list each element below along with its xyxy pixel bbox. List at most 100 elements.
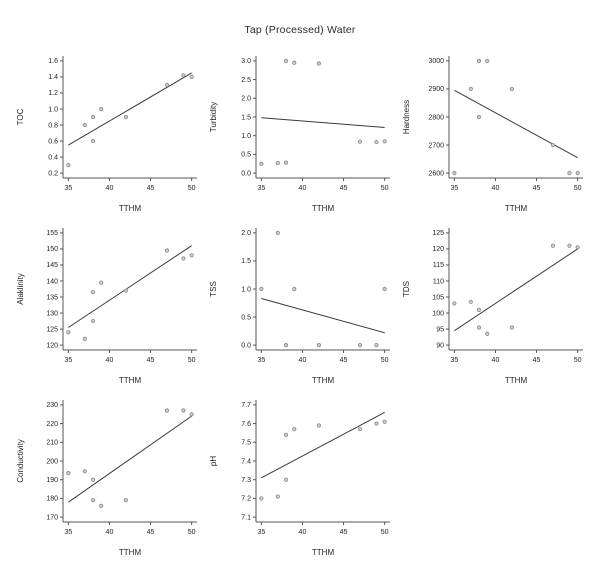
x-tick-label: 50 [187, 357, 195, 364]
y-tick-label: 155 [46, 230, 58, 237]
data-point [258, 161, 263, 166]
y-tick-label: 7.3 [241, 477, 251, 484]
y-tick-label: 230 [46, 402, 58, 409]
chart-tds: 35 40 45 50 90 95 100 105 110 115 120 125 TTHM TDS [402, 228, 583, 385]
data-point [484, 331, 489, 336]
x-tick-label: 50 [187, 185, 195, 192]
y-tick-label: 125 [46, 326, 58, 333]
data-point [82, 469, 87, 474]
trend-line [260, 411, 385, 479]
y-axis-label: pH [209, 456, 218, 466]
subplot-hardness: 35 40 45 50 2600 2700 2800 2900 3000 TTHM Hardness [397, 44, 590, 216]
data-point [189, 74, 194, 80]
data-point [98, 280, 103, 285]
data-point [566, 171, 572, 176]
y-tick-label: 3.0 [241, 58, 251, 65]
trend-line [453, 89, 578, 159]
y-tick-label: 1.6 [48, 58, 58, 65]
data-point [476, 114, 481, 120]
data-point [90, 290, 95, 295]
data-point [283, 160, 288, 165]
data-point [509, 325, 514, 330]
data-point [90, 498, 95, 503]
data-point [550, 142, 555, 148]
y-tick-label: 0.5 [241, 314, 251, 321]
y-tick-label: 210 [46, 440, 58, 447]
y-tick-label: 0.0 [241, 170, 251, 177]
data-point [123, 114, 128, 120]
y-tick-label: 180 [46, 496, 58, 503]
data-point [382, 419, 387, 424]
y-tick-label: 120 [432, 246, 444, 253]
data-point [65, 163, 70, 168]
y-tick-label: 0.2 [48, 170, 58, 177]
x-tick-label: 35 [64, 529, 72, 536]
subplot-grid: 35 40 45 50 0.2 0.4 0.6 0.8 1.0 1.2 1.4 1.6 TTHM TOC … [11, 44, 590, 560]
data-point [65, 330, 70, 335]
y-tick-label: 0.8 [48, 122, 58, 129]
x-tick-label: 40 [491, 185, 499, 192]
x-tick-label: 50 [187, 529, 195, 536]
x-axis-label: TTHM [504, 204, 527, 213]
data-point [90, 477, 95, 482]
data-point [123, 498, 128, 503]
y-axis-label: Hardness [402, 100, 411, 134]
x-tick-label: 45 [532, 185, 540, 192]
y-tick-label: 100 [432, 310, 444, 317]
trend-line [453, 248, 578, 332]
x-axis-label: TTHM [311, 548, 334, 557]
y-tick-label: 150 [46, 246, 58, 253]
y-tick-label: 130 [46, 310, 58, 317]
y-tick-label: 190 [46, 477, 58, 484]
subplot-tds: 35 40 45 50 90 95 100 105 110 115 120 125 TTHM TDS [397, 216, 590, 388]
y-tick-label: 170 [46, 514, 58, 521]
data-point [98, 106, 103, 112]
x-axis-label: TTHM [118, 204, 141, 213]
data-point [316, 423, 321, 428]
y-tick-label: 7.4 [241, 458, 251, 465]
chart-tss: 35 40 45 50 0.0 0.5 1.0 1.5 2.0 TTHM TSS [209, 228, 390, 385]
x-tick-label: 35 [257, 185, 265, 192]
x-tick-label: 35 [257, 357, 265, 364]
x-tick-label: 35 [450, 357, 458, 364]
data-point [283, 477, 288, 482]
x-tick-label: 40 [298, 529, 306, 536]
subplot-tss: 35 40 45 50 0.0 0.5 1.0 1.5 2.0 TTHM TSS [204, 216, 397, 388]
subplot-conductivity: 35 40 45 50 170 180 190 200 210 220 230 TTHM Conduct… [11, 388, 204, 560]
data-point [65, 471, 70, 476]
y-tick-label: 2900 [428, 86, 444, 93]
x-tick-label: 35 [257, 529, 265, 536]
data-point [357, 343, 362, 348]
data-point [90, 318, 95, 324]
y-axis-label: TSS [209, 281, 218, 297]
data-point [283, 343, 288, 348]
y-tick-label: 2800 [428, 114, 444, 121]
y-tick-label: 1.0 [241, 133, 251, 140]
data-point [180, 256, 186, 261]
trend-line [67, 415, 192, 503]
y-tick-label: 1.2 [48, 90, 58, 97]
y-tick-label: 0.0 [241, 342, 251, 349]
trend-line [67, 72, 192, 146]
data-point [382, 286, 387, 292]
x-axis-label: TTHM [504, 376, 527, 385]
data-point [566, 243, 572, 248]
y-tick-label: 7.1 [241, 514, 251, 521]
y-tick-label: 2700 [428, 142, 444, 149]
data-point [484, 58, 489, 63]
data-point [98, 503, 103, 508]
x-axis-label: TTHM [118, 548, 141, 557]
x-tick-label: 40 [105, 529, 113, 536]
y-tick-label: 95 [436, 326, 444, 333]
chart-ph: 35 40 45 50 7.1 7.2 7.3 7.4 7.5 7.6 7.7 TTHM pH [209, 400, 390, 557]
y-tick-label: 135 [46, 294, 58, 301]
data-point [575, 245, 580, 250]
y-tick-label: 200 [46, 458, 58, 465]
y-tick-label: 90 [436, 342, 444, 349]
data-point [283, 432, 288, 437]
data-point [123, 288, 128, 293]
trend-line [67, 245, 192, 328]
data-point [316, 343, 321, 348]
data-point [90, 138, 95, 144]
